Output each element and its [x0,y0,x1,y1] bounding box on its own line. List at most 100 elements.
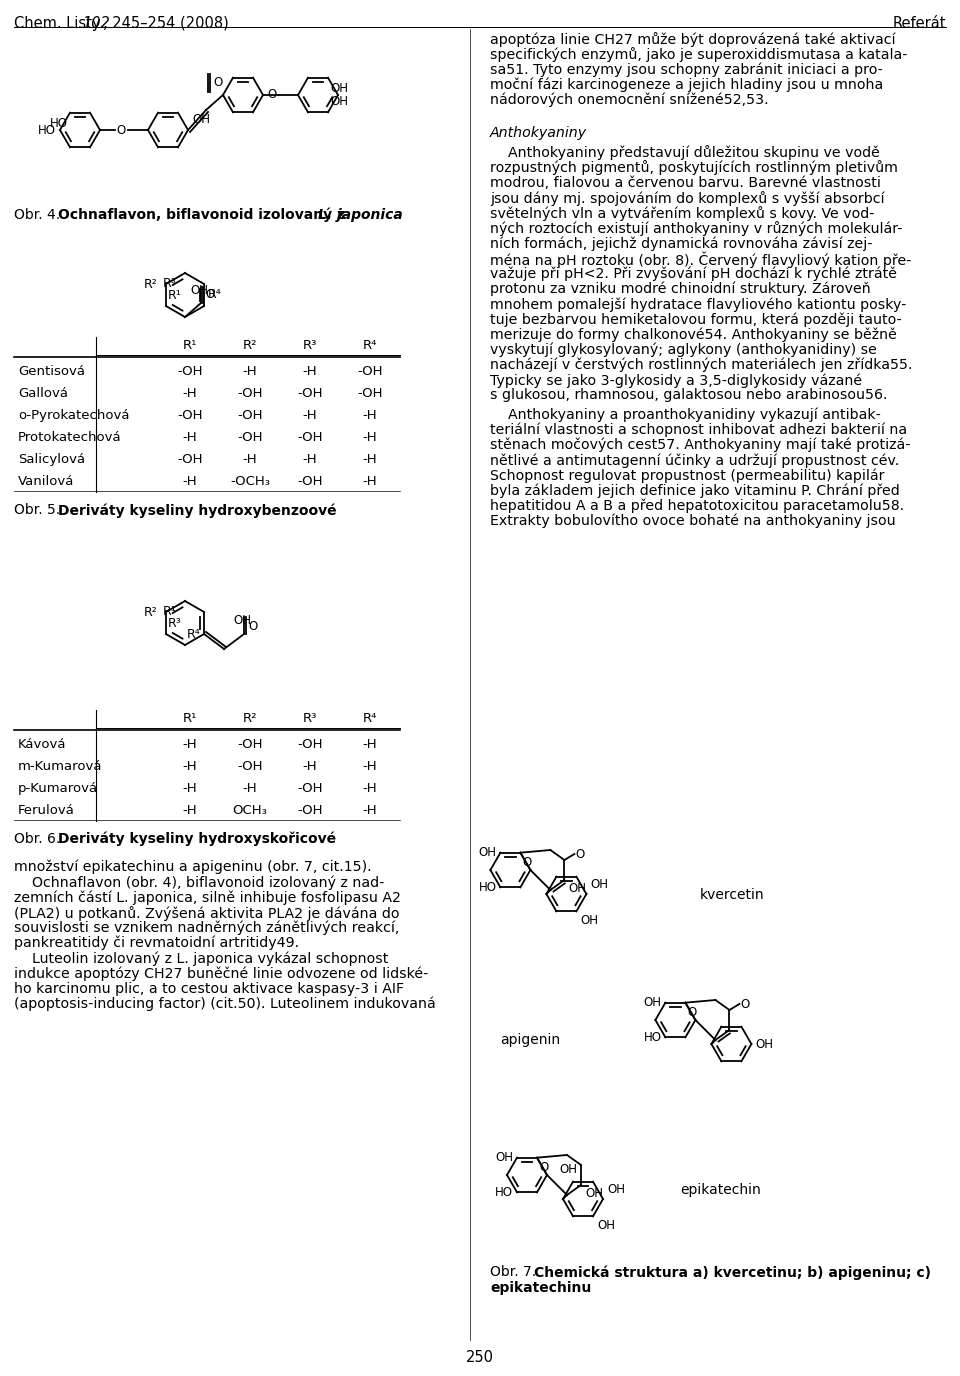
Text: -H: -H [363,760,377,773]
Text: -H: -H [302,760,318,773]
Text: O: O [522,856,532,868]
Text: R⁴: R⁴ [208,288,222,301]
Text: OH: OH [581,914,598,927]
Text: -H: -H [302,453,318,466]
Text: -OH: -OH [237,387,263,400]
Text: vyskytují glykosylovaný; aglykony (anthokyanidiny) se: vyskytují glykosylovaný; aglykony (antho… [490,343,876,358]
Text: nacházejí v čerstvých rostlinných materiálech jen zřídka55.: nacházejí v čerstvých rostlinných materi… [490,358,913,373]
Text: Gallová: Gallová [18,387,68,400]
Text: Kávová: Kávová [18,738,66,751]
Text: Luteolin izolovaný z L. japonica vykázal schopnost: Luteolin izolovaný z L. japonica vykázal… [14,951,389,966]
Text: O: O [213,77,223,89]
Text: Obr. 4.: Obr. 4. [14,208,64,222]
Text: -H: -H [182,475,198,488]
Text: protonu za vzniku modré chinoidní struktury. Zároveň: protonu za vzniku modré chinoidní strukt… [490,282,871,296]
Text: HO: HO [643,1031,661,1044]
Text: -OH: -OH [298,782,323,795]
Text: O: O [687,1006,697,1018]
Text: -OH: -OH [237,409,263,422]
Text: nětlivé a antimutagenní účinky a udržují propustnost cév.: nětlivé a antimutagenní účinky a udržují… [490,453,900,468]
Text: OH: OH [568,882,587,894]
Text: -H: -H [243,453,257,466]
Text: R¹: R¹ [182,338,197,352]
Text: specifických enzymů, jako je superoxiddismutasa a katala-: specifických enzymů, jako je superoxiddi… [490,47,907,62]
Text: ména na pH roztoku (obr. 8). Červený flavyliový kation pře-: ména na pH roztoku (obr. 8). Červený fla… [490,252,911,268]
Text: Chemická struktura a) kvercetinu; b) apigeninu; c): Chemická struktura a) kvercetinu; b) api… [534,1265,931,1280]
Text: -H: -H [182,760,198,773]
Text: -OH: -OH [237,431,263,444]
Text: -H: -H [363,738,377,751]
Text: -OH: -OH [357,387,383,400]
Text: OH: OH [597,1219,615,1233]
Text: -H: -H [363,453,377,466]
Text: -OH: -OH [298,387,323,400]
Text: Deriváty kyseliny hydroxybenzoové: Deriváty kyseliny hydroxybenzoové [58,504,337,517]
Text: R³: R³ [302,711,317,725]
Text: ho karcinomu plic, a to cestou aktivace kaspasy-3 i AIF: ho karcinomu plic, a to cestou aktivace … [14,981,404,996]
Text: Obr. 5.: Obr. 5. [14,504,64,517]
Text: 102: 102 [82,17,109,32]
Text: nádorových onemocnění snížené52,53.: nádorových onemocnění snížené52,53. [490,92,769,107]
Text: -OCH₃: -OCH₃ [230,475,270,488]
Text: O: O [205,289,214,301]
Text: -H: -H [182,387,198,400]
Text: p-Kumarová: p-Kumarová [18,782,98,795]
Text: -H: -H [243,365,257,378]
Text: R⁴: R⁴ [363,711,377,725]
Text: Obr. 7.: Obr. 7. [490,1265,540,1280]
Text: R¹: R¹ [168,289,181,301]
Text: modrou, fialovou a červenou barvu. Barevné vlastnosti: modrou, fialovou a červenou barvu. Barev… [490,176,881,190]
Text: indukce apoptózy CH27 buněčné linie odvozene od lidské-: indukce apoptózy CH27 buněčné linie odvo… [14,966,428,981]
Text: -OH: -OH [178,453,203,466]
Text: -H: -H [182,738,198,751]
Text: mnohem pomalejší hydratace flavyliového kationtu posky-: mnohem pomalejší hydratace flavyliového … [490,297,906,312]
Text: kvercetin: kvercetin [700,888,764,903]
Text: světelných vln a vytvářením komplexů s kovy. Ve vod-: světelných vln a vytvářením komplexů s k… [490,206,875,222]
Text: -H: -H [243,782,257,795]
Text: -H: -H [302,409,318,422]
Text: zemních částí L. japonica, silně inhibuje fosfolipasu A2: zemních částí L. japonica, silně inhibuj… [14,890,401,905]
Text: -OH: -OH [298,475,323,488]
Text: R⁴: R⁴ [187,627,201,641]
Text: sa51. Tyto enzymy jsou schopny zabránit iniciaci a pro-: sa51. Tyto enzymy jsou schopny zabránit … [490,62,883,77]
Text: Deriváty kyseliny hydroxyskořicové: Deriváty kyseliny hydroxyskořicové [58,832,336,846]
Text: Chem. Listy: Chem. Listy [14,17,106,32]
Text: -H: -H [363,782,377,795]
Text: epikatechinu: epikatechinu [490,1281,591,1295]
Text: OH: OH [233,614,252,627]
Text: R²: R² [243,338,257,352]
Text: R²: R² [243,711,257,725]
Text: -OH: -OH [237,760,263,773]
Text: m-Kumarová: m-Kumarová [18,760,103,773]
Text: s glukosou, rhamnosou, galaktosou nebo arabinosou56.: s glukosou, rhamnosou, galaktosou nebo a… [490,388,887,402]
Text: (PLA2) u potkanů. Zvýšená aktivita PLA2 je dávána do: (PLA2) u potkanů. Zvýšená aktivita PLA2 … [14,905,399,921]
Text: OH: OH [559,1163,577,1176]
Text: pankreatitidy či revmatoidní artritidy49.: pankreatitidy či revmatoidní artritidy49… [14,936,300,951]
Text: Anthokyaniny představují důležitou skupinu ve vodě: Anthokyaniny představují důležitou skupi… [490,146,880,160]
Text: -OH: -OH [298,431,323,444]
Text: apigenin: apigenin [500,1033,560,1047]
Text: souvislosti se vznikem nadněrných zánětlivých reakcí,: souvislosti se vznikem nadněrných zánětl… [14,921,399,936]
Text: O: O [248,619,257,633]
Text: merizuje do formy chalkonové54. Anthokyaniny se běžně: merizuje do formy chalkonové54. Anthokya… [490,327,897,343]
Text: epikatechin: epikatechin [680,1183,760,1197]
Text: R¹: R¹ [182,711,197,725]
Text: OH: OH [756,1038,774,1050]
Text: O: O [267,88,276,102]
Text: Gentisová: Gentisová [18,365,85,378]
Text: -H: -H [182,431,198,444]
Text: Protokatechová: Protokatechová [18,431,122,444]
Text: OH: OH [330,81,348,95]
Text: OH: OH [190,283,208,297]
Text: O: O [539,1161,548,1174]
Text: -H: -H [182,782,198,795]
Text: OCH₃: OCH₃ [232,804,268,817]
Text: R³: R³ [163,277,177,290]
Text: Obr. 6.: Obr. 6. [14,832,64,846]
Text: R⁴: R⁴ [363,338,377,352]
Text: HO: HO [478,881,496,894]
Text: Ferulová: Ferulová [18,804,75,817]
Text: R²: R² [144,278,157,290]
Text: -OH: -OH [357,365,383,378]
Text: -H: -H [363,475,377,488]
